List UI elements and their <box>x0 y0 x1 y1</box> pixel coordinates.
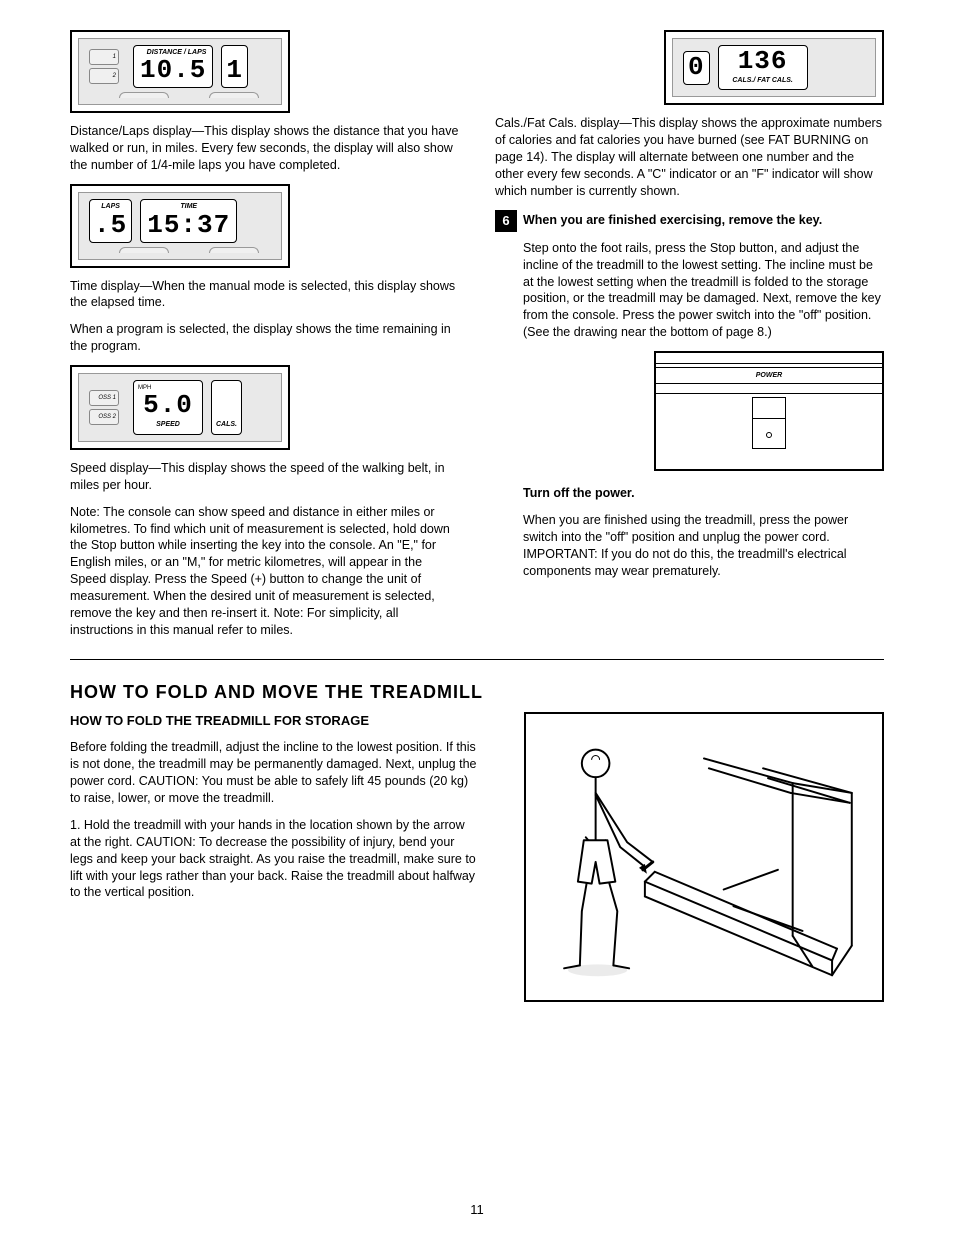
cals-partial: 0 <box>683 51 710 85</box>
power-switch-figure: POWER <box>654 351 884 471</box>
speed-lcd: MPH 5.0 SPEED <box>133 380 203 435</box>
bottom-right-column <box>514 712 884 1002</box>
distance-lcd-figure: 1 2 DISTANCE / LAPS 10.5 1 <box>70 30 290 113</box>
fold-section-title: HOW TO FOLD AND MOVE THE TREADMILL <box>70 680 884 704</box>
fold-para-2: 1. Hold the treadmill with your hands in… <box>70 817 478 901</box>
left-column: 1 2 DISTANCE / LAPS 10.5 1 <box>70 30 459 649</box>
cals-partial-digit: 0 <box>688 54 705 80</box>
time-lcd: TIME 15:37 <box>140 199 237 242</box>
speed-value: 5.0 <box>140 392 196 418</box>
time-description-1: Time display—When the manual mode is sel… <box>70 278 459 312</box>
page-number: 11 <box>0 1201 954 1219</box>
cals-lcd: 136 CALS./ FAT CALS. <box>718 45 808 90</box>
distance-description: Distance/Laps display—This display shows… <box>70 123 459 174</box>
power-label: POWER <box>656 371 882 380</box>
section-divider <box>70 659 884 660</box>
cals-label: CALS. <box>216 420 237 429</box>
speed-label: SPEED <box>140 420 196 429</box>
distance-value: 10.5 <box>140 57 206 83</box>
speed-description-1: Speed display—This display shows the spe… <box>70 460 459 494</box>
step-6-paragraph: Step onto the foot rails, press the Stop… <box>495 240 884 341</box>
power-switch-icon <box>752 397 786 449</box>
bottom-left-column: HOW TO FOLD THE TREADMILL FOR STORAGE Be… <box>70 712 478 1002</box>
program-button-2: 2 <box>89 68 119 84</box>
cals-description: Cals./Fat Cals. display—This display sho… <box>495 115 884 199</box>
final-paragraph: When you are finished using the treadmil… <box>495 512 884 580</box>
speed-description-2: Note: The console can show speed and dis… <box>70 504 459 639</box>
turn-off-text: Turn off the power. <box>495 485 884 502</box>
step-number-6: 6 <box>495 210 517 232</box>
time-value: 15:37 <box>147 212 230 238</box>
time-description-2: When a program is selected, the display … <box>70 321 459 355</box>
laps-digits: .5 <box>94 212 127 238</box>
wtloss-button-2: OSS 2 <box>89 409 119 425</box>
mph-label: MPH <box>138 384 151 392</box>
laps-partial-lcd: LAPS .5 <box>89 199 132 242</box>
partial-lcd: 1 <box>221 45 248 88</box>
program-button-1: 1 <box>89 49 119 65</box>
bottom-columns: HOW TO FOLD THE TREADMILL FOR STORAGE Be… <box>70 712 884 1002</box>
cals-partial-lcd: CALS. <box>211 380 242 435</box>
top-columns: 1 2 DISTANCE / LAPS 10.5 1 <box>70 30 884 649</box>
cals-label-bottom: CALS./ FAT CALS. <box>725 76 801 85</box>
wtloss-button-1: OSS 1 <box>89 390 119 406</box>
step-6: 6 When you are finished exercising, remo… <box>495 210 884 232</box>
cals-value: 136 <box>725 48 801 74</box>
distance-lcd: DISTANCE / LAPS 10.5 <box>133 45 213 88</box>
right-column: 0 136 CALS./ FAT CALS. Cals./Fat Cals. d… <box>495 30 884 649</box>
fold-illustration <box>524 712 884 1002</box>
time-lcd-figure: LAPS .5 TIME 15:37 <box>70 184 290 267</box>
power-switch-wrapper: POWER <box>654 351 884 471</box>
fold-para-1: Before folding the treadmill, adjust the… <box>70 739 478 807</box>
speed-lcd-figure: OSS 1 OSS 2 MPH 5.0 SPEED CALS <box>70 365 290 450</box>
fold-sub-title: HOW TO FOLD THE TREADMILL FOR STORAGE <box>70 712 478 730</box>
step-6-title: When you are finished exercising, remove… <box>523 210 822 229</box>
partial-digit: 1 <box>226 57 243 83</box>
cals-lcd-figure: 0 136 CALS./ FAT CALS. <box>664 30 884 105</box>
